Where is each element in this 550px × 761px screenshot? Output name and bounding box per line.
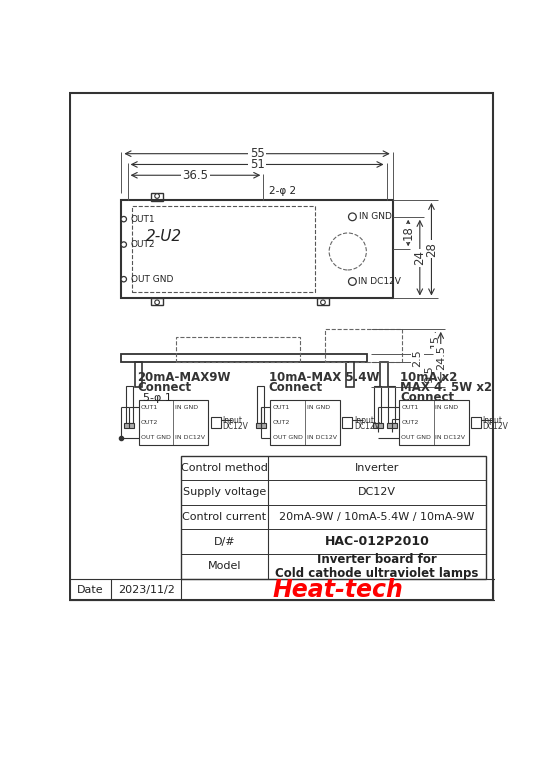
Text: 15: 15 bbox=[430, 334, 441, 349]
Text: D/#: D/# bbox=[214, 537, 235, 546]
Text: Date: Date bbox=[77, 584, 103, 594]
Circle shape bbox=[321, 300, 325, 304]
Text: 2-U2: 2-U2 bbox=[146, 230, 183, 244]
Text: MAX 4. 5W x2: MAX 4. 5W x2 bbox=[400, 381, 493, 394]
Text: DC12V: DC12V bbox=[354, 422, 380, 431]
Text: OUT2: OUT2 bbox=[273, 420, 290, 425]
Text: Supply voltage: Supply voltage bbox=[183, 488, 266, 498]
Bar bbox=[387, 423, 397, 428]
Text: Input: Input bbox=[482, 416, 503, 425]
Text: OUT GND: OUT GND bbox=[402, 435, 431, 441]
Text: 9.5: 9.5 bbox=[424, 365, 434, 384]
Text: 10mA-MAX 5.4W: 10mA-MAX 5.4W bbox=[269, 371, 379, 384]
Bar bbox=[151, 193, 163, 201]
Circle shape bbox=[121, 216, 126, 222]
Text: HAC-012P2010: HAC-012P2010 bbox=[324, 535, 429, 548]
Text: IN DC12V: IN DC12V bbox=[307, 435, 337, 441]
Text: 55: 55 bbox=[250, 147, 265, 160]
Text: 51: 51 bbox=[250, 158, 265, 171]
Bar bbox=[270, 400, 340, 444]
Text: OUT1: OUT1 bbox=[141, 405, 158, 409]
Text: IN GND: IN GND bbox=[307, 405, 330, 409]
Circle shape bbox=[155, 194, 159, 199]
Text: DC12V: DC12V bbox=[482, 422, 508, 431]
Text: Control method: Control method bbox=[181, 463, 268, 473]
Circle shape bbox=[349, 213, 356, 221]
Text: Cold cathode ultraviolet lamps: Cold cathode ultraviolet lamps bbox=[275, 567, 478, 580]
Bar bbox=[373, 423, 383, 428]
Bar bbox=[151, 298, 163, 305]
Text: 36.5: 36.5 bbox=[183, 169, 208, 182]
Bar bbox=[135, 362, 142, 387]
Bar bbox=[471, 417, 481, 428]
Circle shape bbox=[329, 233, 366, 270]
Text: IN DC12V: IN DC12V bbox=[436, 435, 465, 441]
Bar bbox=[211, 417, 221, 428]
Bar bbox=[388, 387, 395, 423]
Text: OUT1: OUT1 bbox=[402, 405, 419, 409]
Text: 18: 18 bbox=[402, 225, 415, 240]
Circle shape bbox=[155, 300, 159, 304]
Text: Heat-tech: Heat-tech bbox=[273, 578, 404, 601]
Bar bbox=[256, 423, 266, 428]
Bar bbox=[342, 417, 353, 428]
Text: 2-φ 2: 2-φ 2 bbox=[269, 186, 296, 196]
Text: OUT GND: OUT GND bbox=[141, 435, 170, 441]
Text: OUT2: OUT2 bbox=[141, 420, 158, 425]
Text: 5-φ 1: 5-φ 1 bbox=[143, 393, 172, 403]
Text: Connect: Connect bbox=[269, 381, 323, 394]
Text: Input: Input bbox=[222, 416, 242, 425]
Text: 24: 24 bbox=[414, 250, 426, 265]
Bar bbox=[375, 387, 382, 423]
Text: 2.5: 2.5 bbox=[412, 349, 422, 367]
Text: 2023/11/2: 2023/11/2 bbox=[118, 584, 175, 594]
Bar bbox=[70, 93, 493, 600]
Text: 20mA-9W / 10mA-5.4W / 10mA-9W: 20mA-9W / 10mA-5.4W / 10mA-9W bbox=[279, 512, 475, 522]
Bar bbox=[175, 336, 300, 362]
Text: IN GND: IN GND bbox=[175, 405, 198, 409]
Bar bbox=[181, 456, 486, 578]
Text: 10mA x2: 10mA x2 bbox=[400, 371, 458, 384]
Text: OUT GND: OUT GND bbox=[273, 435, 303, 441]
Circle shape bbox=[349, 278, 356, 285]
Bar bbox=[126, 387, 133, 423]
Text: DC12V: DC12V bbox=[358, 488, 396, 498]
Text: Input: Input bbox=[354, 416, 374, 425]
Text: IN GND: IN GND bbox=[436, 405, 459, 409]
Text: IN DC12V: IN DC12V bbox=[175, 435, 205, 441]
Text: OUT GND: OUT GND bbox=[131, 275, 173, 284]
Text: 28: 28 bbox=[425, 242, 438, 256]
Text: DC12V: DC12V bbox=[222, 422, 248, 431]
Text: Connect: Connect bbox=[400, 391, 454, 404]
Text: Control current: Control current bbox=[183, 512, 267, 522]
Text: IN DC12V: IN DC12V bbox=[358, 277, 401, 286]
Text: Inverter board for: Inverter board for bbox=[317, 553, 437, 566]
Bar bbox=[380, 362, 388, 387]
Text: OUT1: OUT1 bbox=[273, 405, 290, 409]
Text: 24.5: 24.5 bbox=[436, 345, 446, 370]
Bar bbox=[317, 298, 329, 305]
Text: OUT2: OUT2 bbox=[131, 240, 155, 249]
Bar bbox=[139, 400, 208, 444]
Bar bbox=[122, 354, 367, 362]
Bar bbox=[133, 206, 315, 292]
Text: OUT2: OUT2 bbox=[402, 420, 419, 425]
Text: 20mA-MAX9W: 20mA-MAX9W bbox=[137, 371, 230, 384]
Bar bbox=[257, 387, 265, 423]
Circle shape bbox=[121, 276, 126, 282]
Text: Connect: Connect bbox=[137, 381, 191, 394]
Bar bbox=[122, 200, 393, 298]
Circle shape bbox=[121, 242, 126, 247]
Bar bbox=[324, 329, 402, 362]
Text: IN GND: IN GND bbox=[359, 212, 392, 221]
Text: Model: Model bbox=[208, 562, 241, 572]
Bar bbox=[346, 362, 354, 387]
Bar bbox=[69, 578, 495, 600]
Bar bbox=[399, 400, 469, 444]
Text: OUT1: OUT1 bbox=[131, 215, 155, 224]
Text: Inverter: Inverter bbox=[355, 463, 399, 473]
Bar bbox=[124, 423, 134, 428]
